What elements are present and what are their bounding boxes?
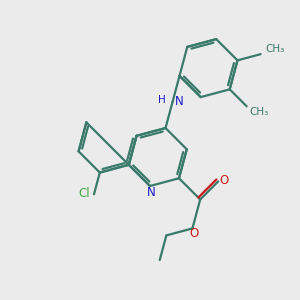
Text: CH₃: CH₃ — [250, 107, 269, 117]
Text: N: N — [147, 186, 156, 199]
Text: N: N — [175, 95, 184, 108]
Text: H: H — [158, 94, 166, 105]
Text: CH₃: CH₃ — [265, 44, 284, 54]
Text: O: O — [220, 174, 229, 187]
Text: Cl: Cl — [79, 187, 90, 200]
Text: O: O — [189, 227, 199, 240]
